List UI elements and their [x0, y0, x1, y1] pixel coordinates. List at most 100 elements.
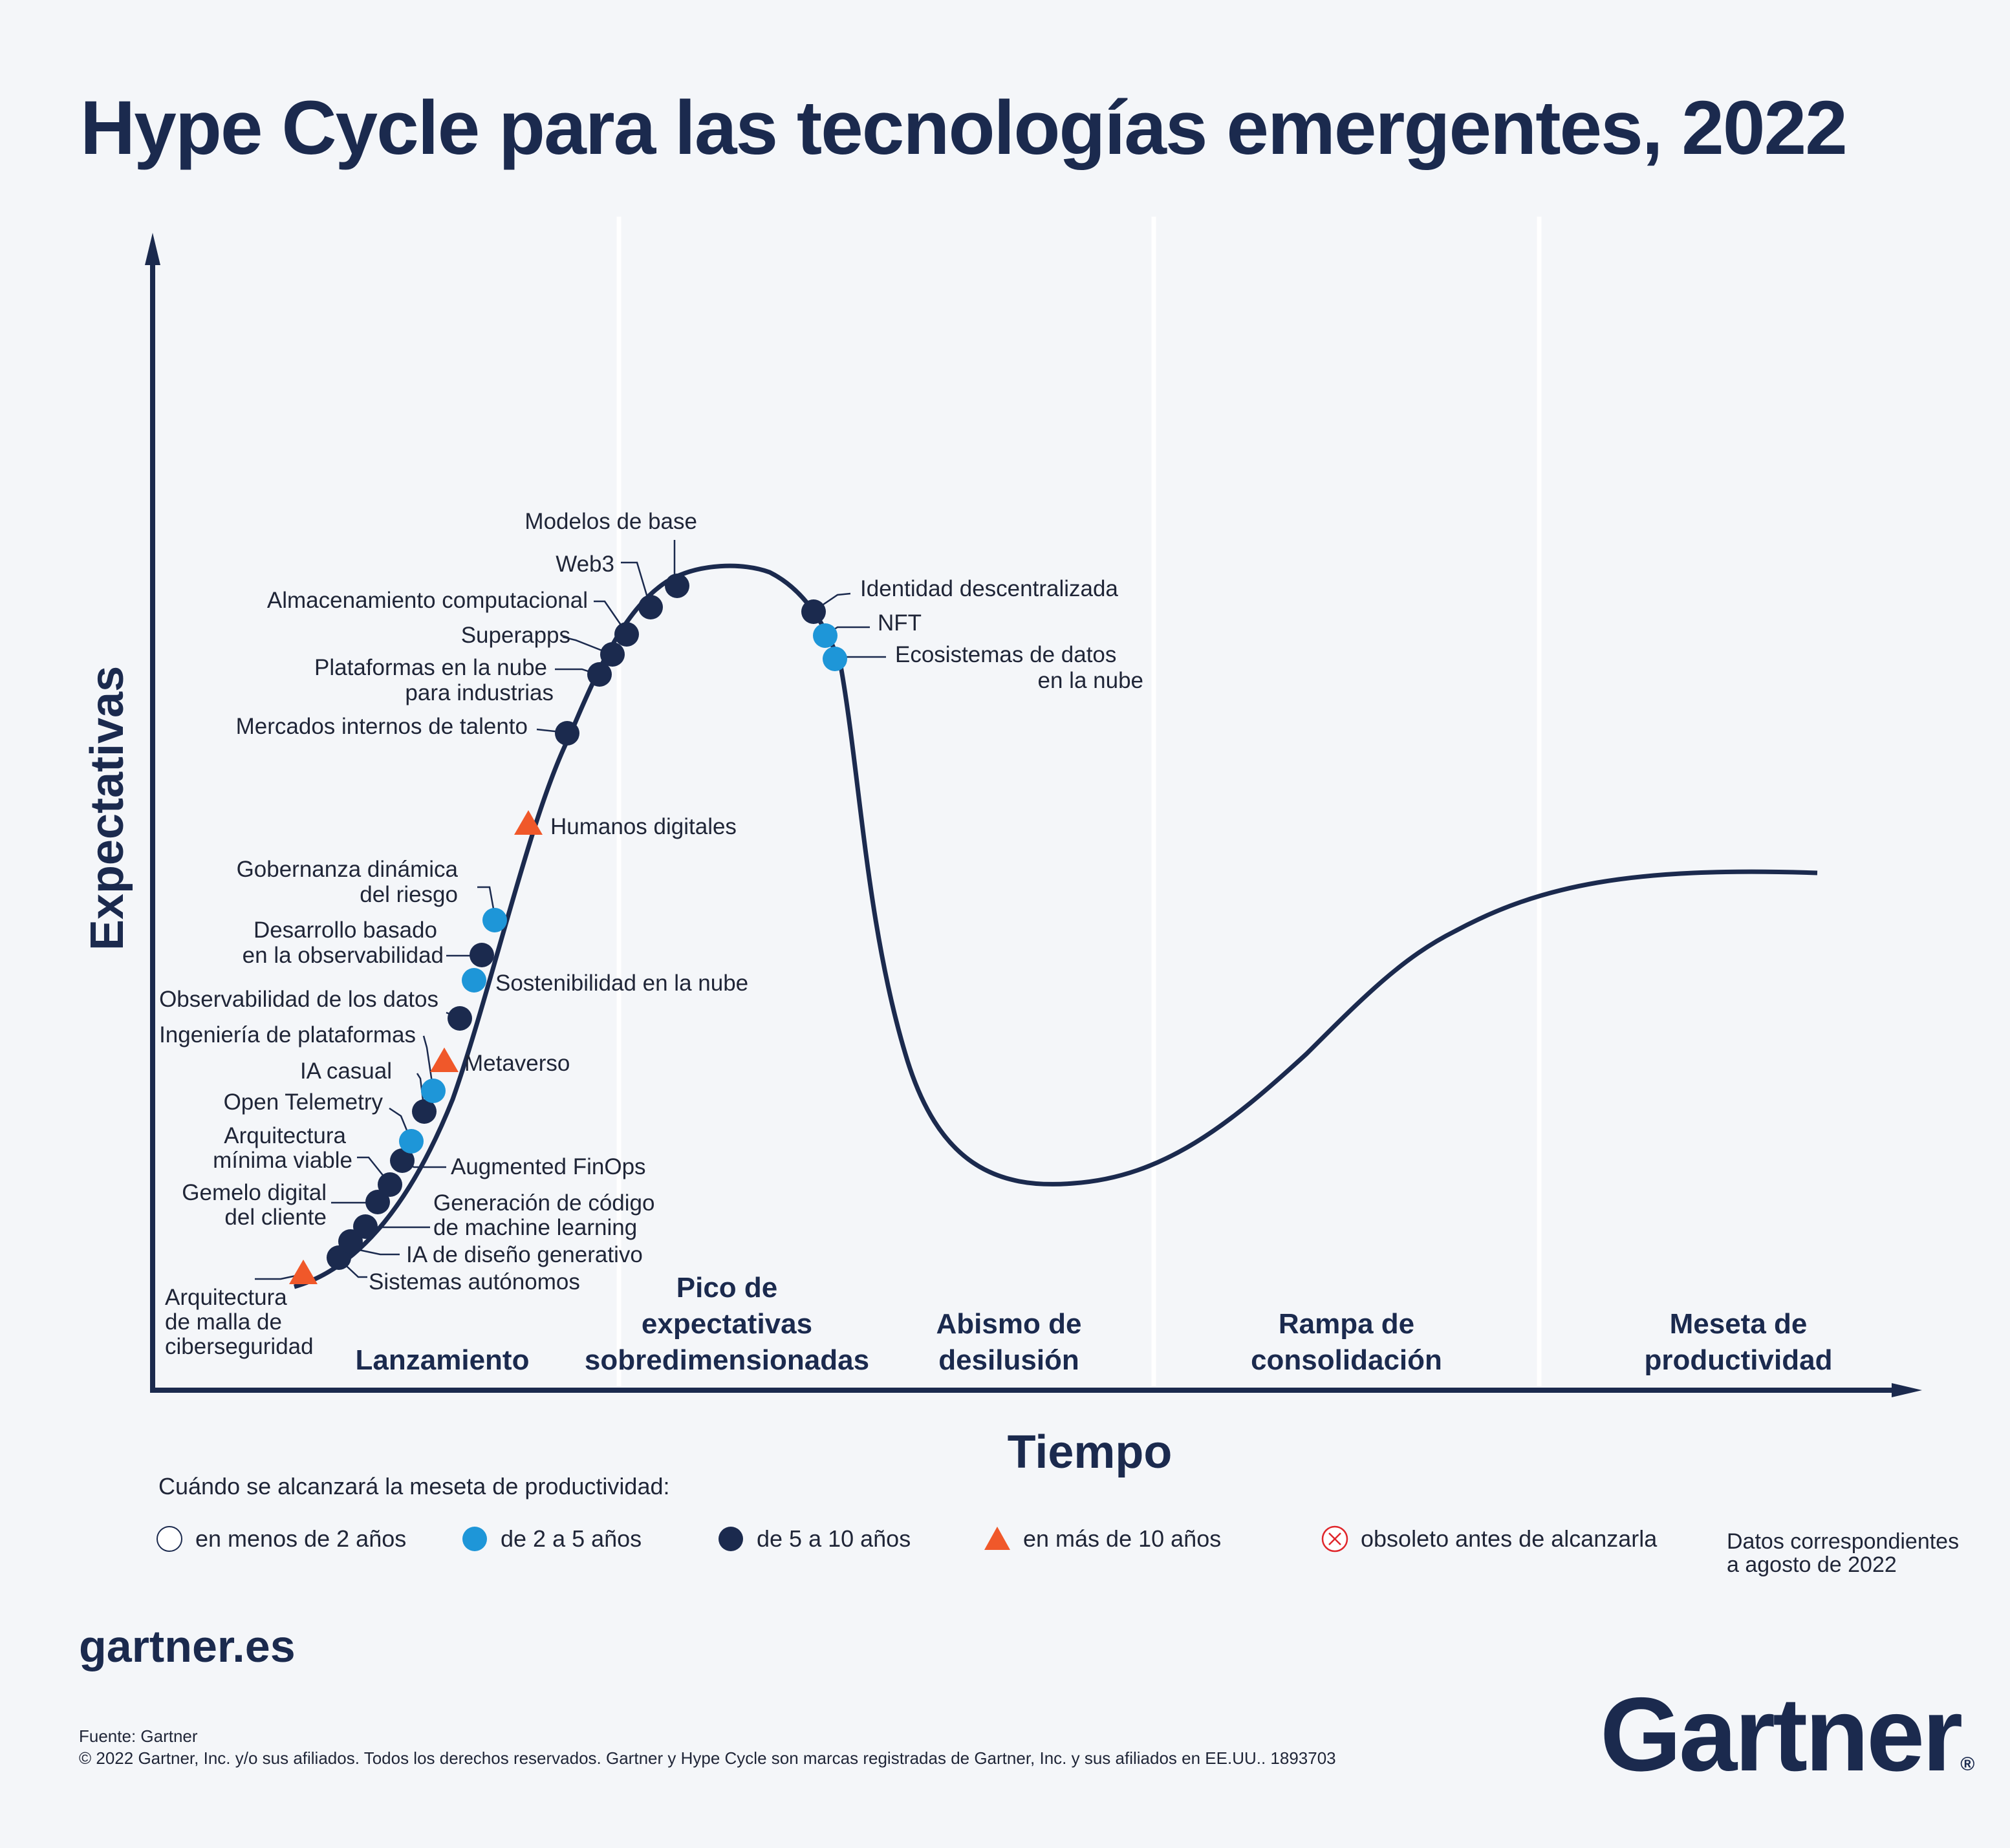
orange-triangle-icon: [984, 1527, 1010, 1550]
label-gobernanza-1: Gobernanza dinámica: [237, 857, 459, 882]
legend-label-5to10: de 5 a 10 años: [757, 1525, 911, 1552]
markers-2to5: [399, 623, 847, 1154]
label-modelos-base: Modelos de base: [524, 509, 697, 534]
label-malla-1: Arquitectura: [165, 1285, 287, 1310]
label-almacenamiento: Almacenamiento computacional: [267, 588, 588, 613]
marker-generacion-codigo-ml[interactable]: [353, 1214, 378, 1239]
label-malla-2: de malla de: [165, 1309, 282, 1335]
label-gemelo-1: Gemelo digital: [182, 1180, 327, 1205]
label-desarrollo-1: Desarrollo basado: [254, 918, 437, 943]
marker-gemelo-digital[interactable]: [365, 1190, 390, 1214]
marker-arquitectura-minima-viable[interactable]: [378, 1172, 402, 1197]
label-open-telemetry: Open Telemetry: [224, 1090, 384, 1115]
label-metaverso: Metaverso: [464, 1051, 570, 1076]
legend-item-obsolete: obsoleto antes de alcanzarla: [1321, 1525, 1657, 1553]
label-plataformas-2: para industrias: [405, 680, 554, 705]
marker-plataformas-nube[interactable]: [587, 662, 612, 687]
marker-modelos-base[interactable]: [665, 574, 689, 598]
label-observabilidad-datos: Observabilidad de los datos: [159, 987, 438, 1012]
technology-labels: Arquitectura de malla de ciberseguridad …: [159, 509, 1143, 1359]
leader-lines: [255, 540, 886, 1280]
marker-humanos-digitales[interactable]: [514, 810, 543, 835]
marker-identidad-descentralizada[interactable]: [801, 599, 826, 624]
label-gemelo-2: del cliente: [224, 1205, 327, 1230]
legend-item-2to5: de 2 a 5 años: [460, 1525, 642, 1553]
label-ia-diseno-generativo: IA de diseño generativo: [406, 1242, 643, 1267]
label-amv-2: mínima viable: [213, 1148, 352, 1173]
y-axis-arrow: [145, 233, 160, 265]
marker-nft[interactable]: [813, 623, 838, 648]
label-ecosistemas-1: Ecosistemas de datos: [895, 642, 1116, 667]
label-plataformas-1: Plataformas en la nube: [314, 655, 547, 680]
data-date-note: Datos correspondientes a agosto de 2022: [1727, 1530, 1959, 1576]
x-axis-title: Tiempo: [1008, 1426, 1172, 1478]
marker-ia-diseno-generativo[interactable]: [338, 1229, 363, 1254]
label-generacion-codigo-2: de machine learning: [433, 1215, 637, 1240]
phase-pico-3: sobredimensionadas: [585, 1344, 869, 1376]
marker-web3[interactable]: [638, 595, 663, 619]
phase-rampa-1: Rampa de: [1279, 1308, 1414, 1340]
label-gobernanza-2: del riesgo: [360, 882, 458, 907]
obsolete-x-icon: [1321, 1525, 1348, 1553]
marker-almacenamiento[interactable]: [614, 622, 639, 647]
marker-observabilidad-datos[interactable]: [448, 1006, 472, 1031]
label-identidad-descentralizada: Identidad descentralizada: [860, 576, 1118, 601]
marker-ia-casual[interactable]: [412, 1099, 437, 1124]
phase-lanzamiento: Lanzamiento: [356, 1344, 530, 1376]
label-amv-1: Arquitectura: [224, 1123, 346, 1148]
phase-rampa-2: consolidación: [1251, 1344, 1442, 1376]
note-line-2: a agosto de 2022: [1727, 1553, 1897, 1577]
open-circle-icon: [157, 1526, 182, 1552]
phase-meseta-1: Meseta de: [1670, 1308, 1808, 1340]
marker-mercados-talento[interactable]: [555, 721, 579, 746]
marker-open-telemetry[interactable]: [399, 1129, 424, 1154]
label-web3: Web3: [556, 552, 614, 577]
label-superapps: Superapps: [461, 623, 570, 648]
marker-augmented-finops[interactable]: [390, 1148, 415, 1173]
label-ia-casual: IA casual: [300, 1058, 392, 1084]
marker-ecosistemas-datos[interactable]: [823, 647, 847, 671]
marker-gobernanza-riesgo[interactable]: [482, 908, 507, 932]
legend-label-obsolete: obsoleto antes de alcanzarla: [1361, 1525, 1658, 1552]
marker-metaverso[interactable]: [430, 1048, 459, 1072]
label-ecosistemas-2: en la nube: [1038, 668, 1143, 693]
phase-meseta-2: productividad: [1645, 1344, 1833, 1376]
phase-abismo-2: desilusión: [938, 1344, 1079, 1376]
legend-label-gt10: en más de 10 años: [1023, 1525, 1222, 1552]
marker-superapps[interactable]: [600, 642, 625, 667]
legend-title: Cuándo se alcanzará la meseta de product…: [158, 1473, 670, 1499]
label-sostenibilidad-nube: Sostenibilidad en la nube: [495, 971, 748, 996]
label-augmented-finops: Augmented FinOps: [451, 1154, 646, 1179]
navy-circle-icon: [719, 1527, 743, 1551]
legend-item-gt10: en más de 10 años: [983, 1525, 1221, 1553]
hype-curve: [294, 563, 1818, 1289]
marker-malla-ciberseguridad[interactable]: [289, 1260, 318, 1284]
x-axis-arrow: [1892, 1383, 1922, 1397]
blue-circle-icon: [462, 1527, 487, 1551]
legend-label-2to5: de 2 a 5 años: [501, 1525, 642, 1552]
copyright-line: © 2022 Gartner, Inc. y/o sus afiliados. …: [79, 1748, 1336, 1768]
markers-5to10: [327, 574, 826, 1270]
phase-pico-2: expectativas: [642, 1308, 812, 1340]
y-axis-title: Expectativas: [81, 666, 133, 951]
phase-labels: Lanzamiento Pico de expectativas sobredi…: [356, 1272, 1833, 1376]
phase-pico-1: Pico de: [676, 1272, 778, 1304]
website-link[interactable]: gartner.es: [79, 1621, 296, 1671]
label-sistemas-autonomos: Sistemas autónomos: [369, 1269, 580, 1295]
marker-ingenieria-plataformas[interactable]: [421, 1079, 446, 1103]
gartner-logo: Gartner®: [1600, 1675, 1974, 1795]
label-malla-3: ciberseguridad: [165, 1334, 314, 1359]
label-nft: NFT: [878, 610, 922, 636]
marker-sostenibilidad-nube[interactable]: [462, 968, 486, 993]
marker-desarrollo-observabilidad[interactable]: [470, 943, 494, 967]
phase-abismo-1: Abismo de: [936, 1308, 1082, 1340]
label-ingenieria-plataformas: Ingeniería de plataformas: [159, 1022, 416, 1048]
legend-label-lt2: en menos de 2 años: [195, 1525, 407, 1552]
page-title: Hype Cycle para las tecnologías emergent…: [80, 85, 1848, 171]
note-line-1: Datos correspondientes: [1727, 1529, 1960, 1554]
label-generacion-codigo-1: Generación de código: [433, 1190, 654, 1216]
label-desarrollo-2: en la observabilidad: [243, 943, 444, 968]
source-line: Fuente: Gartner: [79, 1726, 198, 1746]
markers-gt10: [289, 810, 543, 1284]
